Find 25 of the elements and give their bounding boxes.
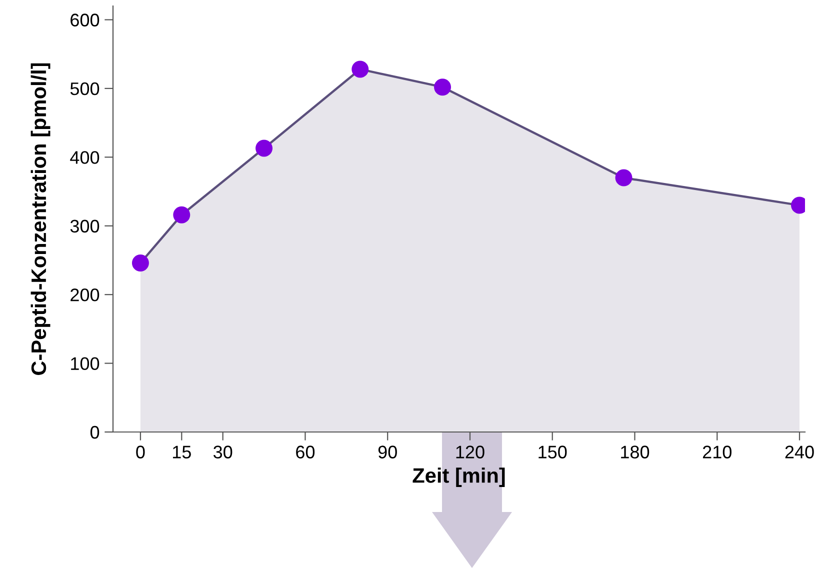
x-tick-label: 180 bbox=[621, 446, 650, 458]
point bbox=[434, 78, 452, 96]
y-tick-label: 200 bbox=[70, 288, 100, 302]
x-tick-label: 90 bbox=[378, 446, 397, 458]
y-tick-label: 0 bbox=[90, 426, 100, 439]
x-tick-label: 240 bbox=[785, 446, 814, 458]
y-tick-label: 400 bbox=[70, 151, 100, 164]
point bbox=[173, 206, 190, 224]
x-tick-label: 60 bbox=[296, 446, 315, 458]
x-tick-label: 120 bbox=[456, 446, 484, 458]
x-tick-label: 210 bbox=[702, 446, 732, 458]
x-tick-label: 0 bbox=[136, 446, 145, 458]
point bbox=[132, 254, 149, 272]
x-tick-label: 30 bbox=[213, 446, 232, 458]
y-tick-label: 500 bbox=[70, 82, 100, 96]
y-tick-label: 600 bbox=[70, 14, 100, 26]
x-axis-title: Zeit [min] bbox=[412, 468, 505, 487]
point bbox=[256, 140, 273, 157]
x-tick-label: 15 bbox=[172, 446, 191, 458]
x-tick-label: 150 bbox=[538, 446, 567, 458]
y-tick-label: 100 bbox=[71, 357, 100, 370]
y-axis-title: C-Peptid-Konzentration [pmol/l] bbox=[30, 63, 50, 375]
point bbox=[352, 60, 369, 78]
y-tick-label: 300 bbox=[70, 220, 100, 233]
point bbox=[615, 169, 632, 186]
